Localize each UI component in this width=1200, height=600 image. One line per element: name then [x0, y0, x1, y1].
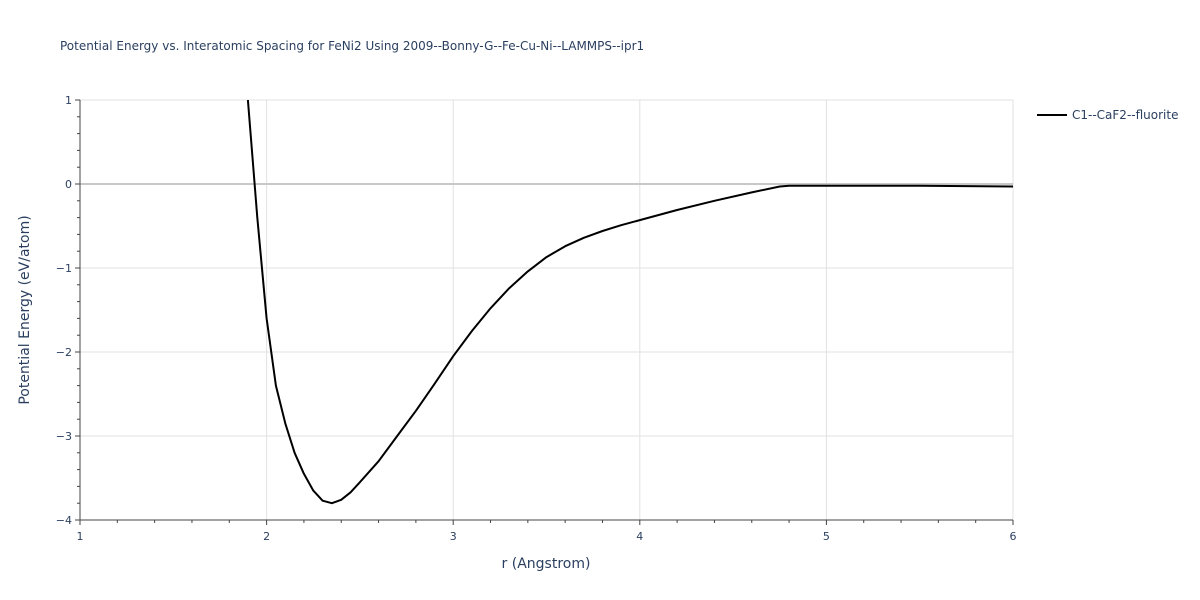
- legend-label: C1--CaF2--fluorite: [1072, 108, 1178, 122]
- x-tick-label: 5: [823, 530, 830, 543]
- y-tick-label: −2: [56, 346, 72, 359]
- x-tick-label: 2: [263, 530, 270, 543]
- y-axis-title: Potential Energy (eV/atom): [17, 215, 33, 404]
- x-tick-label: 1: [77, 530, 84, 543]
- legend[interactable]: C1--CaF2--fluorite: [1037, 108, 1178, 122]
- series-layer: [246, 100, 1013, 505]
- chart-title: Potential Energy vs. Interatomic Spacing…: [60, 39, 644, 53]
- y-tick-label: −3: [56, 430, 72, 443]
- x-tick-label: 6: [1010, 530, 1017, 543]
- x-axis-title: r (Angstrom): [502, 556, 591, 572]
- grid: [80, 99, 1014, 520]
- ticks: −4 −3 −2 −1 0 1 1 2 3 4 5 6: [56, 94, 1017, 543]
- series-line-0: [246, 100, 1013, 505]
- y-tick-label: 1: [65, 94, 72, 107]
- y-tick-label: −1: [56, 262, 72, 275]
- y-tick-label: 0: [65, 178, 72, 191]
- x-tick-label: 4: [636, 530, 643, 543]
- x-tick-label: 3: [450, 530, 457, 543]
- y-tick-label: −4: [56, 514, 72, 527]
